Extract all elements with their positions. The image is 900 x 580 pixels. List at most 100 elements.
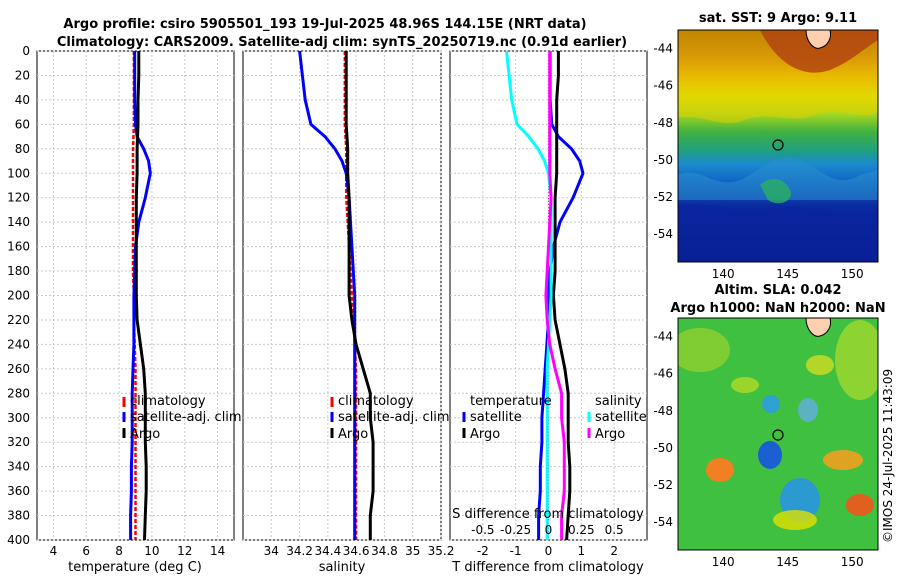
tick-layer: 0204060801001201401601802002202402602803… xyxy=(7,42,864,569)
depth-tick-label: 140 xyxy=(7,215,30,229)
map-y-tick-label: -48 xyxy=(653,116,673,130)
depth-tick-label: 20 xyxy=(15,68,30,82)
depth-tick-label: 400 xyxy=(7,533,30,547)
sst-map-frame xyxy=(677,29,879,263)
depth-tick-label: 320 xyxy=(7,435,30,449)
depth-tick-label: 180 xyxy=(7,264,30,278)
map-y-tick-label: -50 xyxy=(653,153,673,167)
x-tick-label: 1 xyxy=(578,544,586,558)
legend-label-argo: Argo xyxy=(130,427,160,442)
map-y-tick-label: -48 xyxy=(653,404,673,418)
legend-title-salinity: salinity xyxy=(595,394,642,409)
difference-legend: temperature salinity satellite Argo sate… xyxy=(462,394,647,442)
sst-map-title: sat. SST: 9 Argo: 9.11 xyxy=(699,11,857,26)
figure-title-line2: Climatology: CARS2009. Satellite-adj cli… xyxy=(57,35,627,50)
legend-label-s-satellite: satellite xyxy=(595,410,647,425)
map-y-tick-label: -44 xyxy=(653,330,673,344)
legend-label-t-argo: Argo xyxy=(470,427,500,442)
depth-tick-label: 60 xyxy=(15,117,30,131)
salinity-xlabel: salinity xyxy=(319,560,366,575)
series-s-satellite xyxy=(505,50,553,540)
depth-tick-label: 240 xyxy=(7,337,30,351)
map-x-tick-label: 145 xyxy=(776,555,799,569)
depth-tick-label: 280 xyxy=(7,386,30,400)
x-tick-label: 34.4 xyxy=(314,544,341,558)
figure-title-line1: Argo profile: csiro 5905501_193 19-Jul-2… xyxy=(63,17,586,32)
depth-tick-label: 360 xyxy=(7,484,30,498)
x-tick-label: 34 xyxy=(264,544,279,558)
map-y-tick-label: -54 xyxy=(653,515,673,529)
depth-tick-label: 0 xyxy=(22,44,30,58)
depth-tick-label: 260 xyxy=(7,362,30,376)
depth-tick-label: 380 xyxy=(7,509,30,523)
x-tick-label: 14 xyxy=(210,544,225,558)
s-diff-tick-label: 0 xyxy=(545,523,553,537)
depth-tick-label: 40 xyxy=(15,93,30,107)
x-tick-label: 35 xyxy=(405,544,420,558)
x-tick-label: 6 xyxy=(82,544,90,558)
depth-tick-label: 80 xyxy=(15,142,30,156)
x-tick-label: 34.8 xyxy=(371,544,398,558)
depth-tick-label: 120 xyxy=(7,191,30,205)
curve-layer xyxy=(129,50,585,541)
x-tick-label: 8 xyxy=(115,544,123,558)
x-tick-label: 35.2 xyxy=(428,544,455,558)
s-diff-tick-label: -0.25 xyxy=(500,523,531,537)
series-argo xyxy=(344,51,375,540)
series-argo xyxy=(134,51,148,541)
map-y-tick-label: -46 xyxy=(653,79,673,93)
depth-tick-label: 300 xyxy=(7,411,30,425)
sst-map xyxy=(678,30,878,262)
depth-tick-label: 200 xyxy=(7,289,30,303)
map-y-tick-label: -52 xyxy=(653,478,673,492)
s-diff-tick-label: 0.5 xyxy=(605,523,624,537)
grid-layer xyxy=(37,50,647,541)
map-y-tick-label: -50 xyxy=(653,441,673,455)
s-diff-tick-label: 0.25 xyxy=(568,523,595,537)
legend-label-climatology: climatology xyxy=(130,394,206,409)
x-tick-label: 2 xyxy=(610,544,618,558)
x-tick-label: 34.2 xyxy=(286,544,313,558)
series-s-argo xyxy=(544,51,566,540)
x-tick-label: 4 xyxy=(50,544,58,558)
x-tick-label: 10 xyxy=(144,544,159,558)
map-y-tick-label: -44 xyxy=(653,42,673,56)
temperature-xlabel: temperature (deg C) xyxy=(68,560,202,575)
sla-map-title-line2: Argo h1000: NaN h2000: NaN xyxy=(670,301,885,316)
series-t-argo xyxy=(551,51,572,541)
sla-map-frame xyxy=(677,317,879,551)
difference-xlabel: T difference from climatology xyxy=(451,560,644,575)
x-tick-label: 34.6 xyxy=(343,544,370,558)
legend-label-climatology: climatology xyxy=(338,394,414,409)
depth-tick-label: 160 xyxy=(7,240,30,254)
depth-tick-label: 100 xyxy=(7,166,30,180)
sst-argo-marker xyxy=(772,139,784,151)
temperature-legend: climatology satellite-adj. clim Argo xyxy=(122,394,242,442)
map-y-tick-label: -52 xyxy=(653,190,673,204)
x-tick-label: 0 xyxy=(545,544,553,558)
series-satellite-adj-clim xyxy=(298,50,357,540)
s-diff-tick-label: -0.5 xyxy=(471,523,494,537)
x-tick-label: -2 xyxy=(477,544,489,558)
difference-top-label: S difference from climatology xyxy=(452,507,644,522)
sla-map xyxy=(678,318,878,550)
map-y-tick-label: -46 xyxy=(653,367,673,381)
legend-label-satellite: satellite-adj. clim xyxy=(338,410,450,425)
map-x-tick-label: 140 xyxy=(712,555,735,569)
legend-label-s-argo: Argo xyxy=(595,427,625,442)
map-x-tick-label: 140 xyxy=(712,267,735,281)
x-tick-label: -1 xyxy=(510,544,522,558)
footer-credit: ©IMOS 24-Jul-2025 11:43:09 xyxy=(881,369,895,543)
legend-label-satellite: satellite-adj. clim xyxy=(130,410,242,425)
sla-map-title-line1: Altim. SLA: 0.042 xyxy=(715,283,842,298)
depth-tick-label: 220 xyxy=(7,313,30,327)
map-x-tick-label: 150 xyxy=(841,267,864,281)
legend-title-temperature: temperature xyxy=(470,394,552,409)
legend-label-argo: Argo xyxy=(338,427,368,442)
x-tick-label: 12 xyxy=(177,544,192,558)
map-y-tick-label: -54 xyxy=(653,227,673,241)
map-x-tick-label: 145 xyxy=(776,267,799,281)
depth-tick-label: 340 xyxy=(7,460,30,474)
series-climatology xyxy=(131,51,137,540)
